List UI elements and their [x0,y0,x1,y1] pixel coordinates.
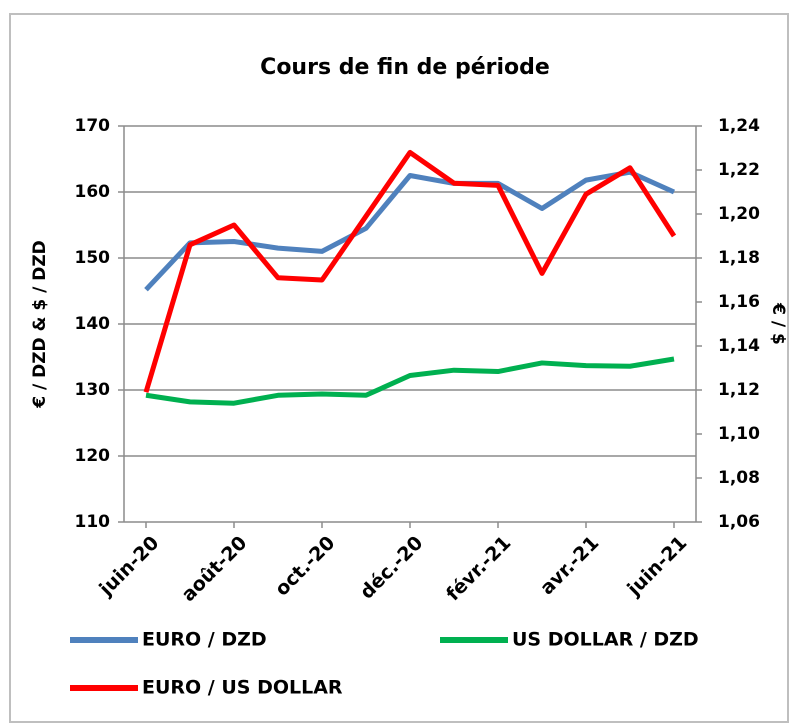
legend-label: EURO / US DOLLAR [142,677,343,699]
y-tick-label: 160 [75,182,111,202]
y2-tick-label: 1,22 [718,160,760,180]
y2-tick-label: 1,20 [718,204,760,224]
y2-tick-label: 1,24 [718,116,760,136]
series-line [144,169,676,292]
legend-label: US DOLLAR / DZD [512,629,699,651]
y2-tick-label: 1,12 [718,380,760,400]
y2-tick-label: 1,16 [718,292,760,312]
legend-label: EURO / DZD [142,629,267,651]
y2-tick-label: 1,08 [718,468,760,488]
y2-tick-label: 1,14 [718,336,760,356]
series-line [145,356,675,406]
y-tick-label: 110 [75,512,111,532]
series-line [143,149,677,393]
y-tick-label: 150 [75,248,111,268]
y-tick-label: 130 [75,380,111,400]
y2-tick-label: 1,06 [718,512,760,532]
y2-tick-label: 1,10 [718,424,760,444]
chart-frame [9,13,789,723]
y-axis-label: € / DZD & $ / DZD [30,240,50,409]
y-tick-label: 120 [75,446,111,466]
y-tick-label: 140 [75,314,111,334]
y2-tick-label: 1,18 [718,248,760,268]
y-tick-label: 170 [75,116,111,136]
chart-title: Cours de fin de période [260,55,550,80]
y2-axis-label: € / $ [768,302,788,345]
